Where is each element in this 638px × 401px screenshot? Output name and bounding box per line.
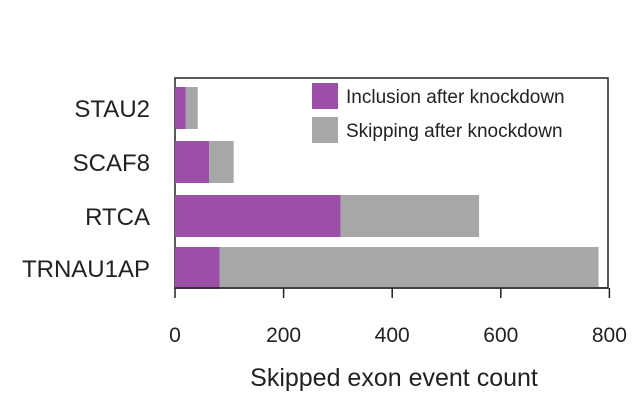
bars-group [175,87,599,289]
bar-scaf8-skipping [209,141,234,183]
bar-stau2-skipping [185,87,198,129]
legend: Inclusion after knockdown Skipping after … [312,83,565,143]
bar-trnau1ap-inclusion [175,247,220,289]
bar-trnau1ap-skipping [219,247,599,289]
category-label-trnau1ap: TRNAU1AP [22,256,150,283]
bar-stau2-inclusion [175,87,186,129]
x-tick-label-400: 400 [375,324,410,347]
bar-rtca-inclusion [175,195,341,237]
category-label-rtca: RTCA [85,204,150,231]
legend-swatch-inclusion [312,83,338,109]
legend-label-inclusion: Inclusion after knockdown [346,87,565,108]
x-tick-label-800: 800 [592,324,627,347]
bar-rtca-skipping [340,195,480,237]
category-label-scaf8: SCAF8 [73,150,150,177]
x-tick-label-0: 0 [169,324,181,347]
legend-label-skipping: Skipping after knockdown [346,121,563,142]
category-labels: STAU2 SCAF8 RTCA TRNAU1AP [22,96,150,283]
x-axis-title: Skipped exon event count [250,364,538,392]
x-axis: 0 200 400 600 800 [169,287,627,347]
x-tick-label-200: 200 [266,324,301,347]
category-label-stau2: STAU2 [74,96,150,123]
legend-swatch-skipping [312,117,338,143]
bar-scaf8-inclusion [175,141,210,183]
x-tick-label-600: 600 [483,324,518,347]
